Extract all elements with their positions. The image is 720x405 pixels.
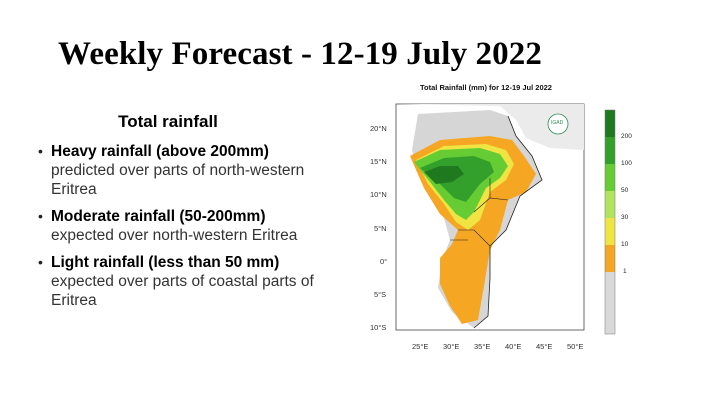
lon-label: 25°E (412, 342, 429, 351)
bullet-dot-icon: • (38, 208, 43, 224)
lon-label: 45°E (536, 342, 553, 351)
legend-label: 100 (621, 160, 632, 167)
bullet-text: predicted over parts of north-western Er… (51, 162, 305, 198)
lat-label: 5°S (374, 290, 387, 299)
panel-heading: Total rainfall (118, 112, 218, 131)
lat-label: 0° (380, 257, 388, 266)
bullet-moderate-rainfall: • Moderate rainfall (50-200mm) expected … (38, 207, 338, 245)
bullet-dot-icon: • (38, 254, 43, 270)
map-title: Total Rainfall (mm) for 12-19 Jul 2022 (420, 83, 552, 92)
lat-label: 5°N (374, 224, 387, 233)
bullet-text: expected over parts of coastal parts of … (51, 273, 314, 309)
lon-label: 30°E (443, 342, 460, 351)
bullet-heavy-rainfall: • Heavy rainfall (above 200mm) predicted… (38, 142, 338, 199)
slide-title: Weekly Forecast - 12-19 July 2022 (58, 36, 542, 72)
legend-swatch (605, 272, 615, 334)
lat-label: 20°N (370, 124, 387, 133)
bullet-light-rainfall: • Light rainfall (less than 50 mm) expec… (38, 253, 338, 310)
lat-label: 10°N (370, 190, 387, 199)
legend-swatch (605, 218, 615, 245)
legend-label: 200 (621, 133, 632, 140)
bullet-text: expected over north-western Eritrea (51, 227, 298, 244)
bullet-list: • Heavy rainfall (above 200mm) predicted… (38, 142, 338, 310)
summary-panel: Total rainfall • Heavy rainfall (above 2… (38, 112, 338, 318)
bullet-dot-icon: • (38, 143, 43, 159)
legend-swatch (605, 164, 615, 191)
bullet-heading: Light rainfall (less than 50 mm) (51, 254, 280, 271)
igad-logo-text: IGAD (551, 120, 564, 126)
country-borders (450, 178, 509, 247)
lon-label: 35°E (474, 342, 491, 351)
igad-logo-icon (547, 113, 569, 135)
neighbor-land (396, 104, 584, 150)
legend-label: 10 (621, 241, 629, 248)
coastline (473, 115, 543, 329)
very-heavy-rain-region (424, 166, 464, 184)
rainfall-map: Total Rainfall (mm) for 12-19 Jul 2022 I… (340, 80, 640, 370)
legend-swatch (605, 245, 615, 272)
bullet-heading: Heavy rainfall (above 200mm) (51, 143, 269, 160)
legend-swatch (605, 110, 615, 137)
lon-label: 40°E (505, 342, 522, 351)
lat-label: 10°S (370, 323, 387, 332)
lat-label: 15°N (370, 157, 387, 166)
legend-frame (604, 109, 616, 335)
legend-label: 30 (621, 214, 629, 221)
legend-label: 1 (623, 268, 627, 275)
legend-swatch (605, 191, 615, 218)
legend-swatch (605, 137, 615, 164)
lon-label: 50°E (567, 342, 584, 351)
legend-label: 50 (621, 187, 629, 194)
bullet-heading: Moderate rainfall (50-200mm) (51, 208, 266, 225)
map-graphic (395, 103, 616, 335)
